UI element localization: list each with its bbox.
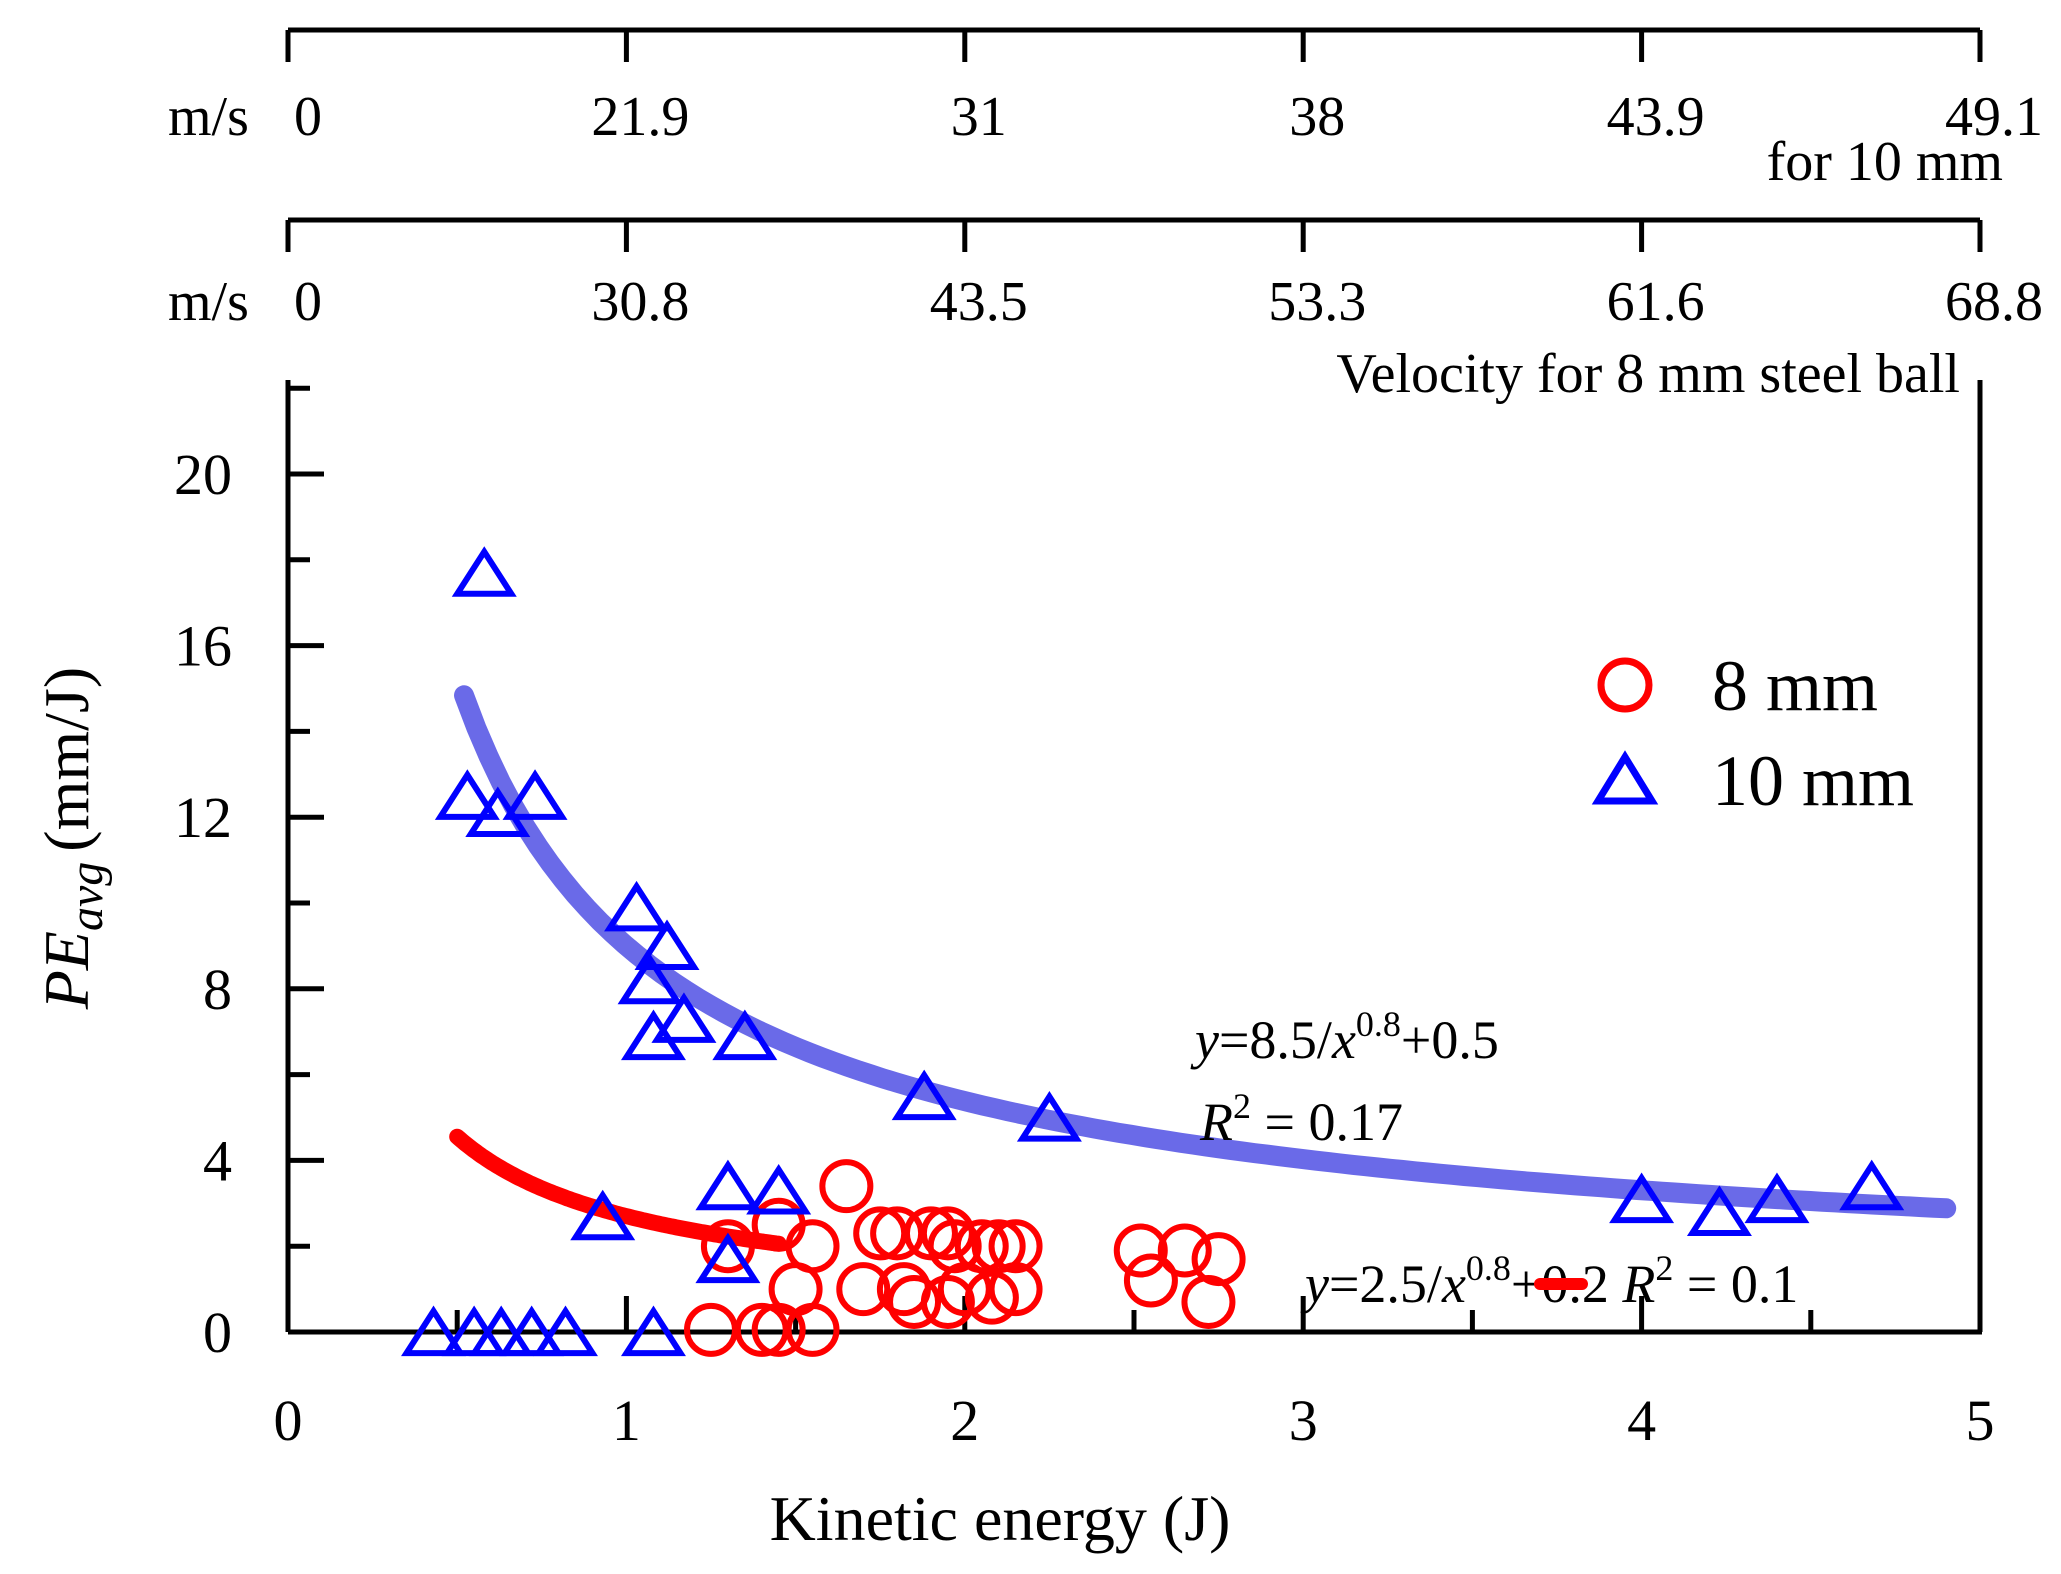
point-8mm xyxy=(700,1219,755,1274)
point-10mm xyxy=(712,1009,778,1061)
legend-triangle-icon xyxy=(1591,750,1659,805)
top-axis-8mm-ticks: 0 30.8 43.5 53.3 61.6 68.8 xyxy=(285,220,2043,333)
point-8mm xyxy=(988,1262,1043,1317)
point-10mm xyxy=(695,1159,761,1211)
top-axis-10mm-ticks: 0 21.9 31 38 43.9 49.1 xyxy=(285,30,2043,148)
data-points xyxy=(401,546,1905,1357)
point-8mm xyxy=(964,1270,1019,1325)
point-10mm xyxy=(1839,1159,1905,1211)
y-axis-ticks: 0 4 8 12 16 20 xyxy=(174,385,324,1365)
y-tick-label: 8 xyxy=(203,957,232,1022)
point-8mm xyxy=(988,1219,1043,1274)
point-8mm xyxy=(954,1219,1009,1274)
top-axis-10mm-unit: m/s xyxy=(168,86,249,148)
point-8mm xyxy=(1113,1223,1168,1278)
legend-label-8mm: 8 mm xyxy=(1712,646,1878,726)
point-10mm xyxy=(499,1305,565,1357)
top-axis-8mm-tick-label: 43.5 xyxy=(930,271,1028,333)
legend-label-10mm: 10 mm xyxy=(1712,741,1914,821)
point-10mm xyxy=(695,1232,761,1284)
point-10mm xyxy=(1609,1172,1675,1224)
fit-annotation-10mm: y=8.5/x0.8+0.5 R2 = 0.17 xyxy=(1190,1004,1499,1152)
point-8mm xyxy=(1181,1274,1236,1329)
point-8mm xyxy=(751,1302,806,1357)
point-10mm xyxy=(634,919,700,970)
top-axis-10mm-tick-label: 0 xyxy=(294,86,322,148)
fit-r2-10mm: R2 = 0.17 xyxy=(1199,1086,1403,1152)
y-tick-label: 0 xyxy=(203,1300,232,1365)
point-8mm xyxy=(785,1302,840,1357)
x-tick-label: 1 xyxy=(612,1388,641,1453)
point-10mm xyxy=(891,1069,957,1121)
x-tick-label: 5 xyxy=(1966,1388,1995,1453)
point-10mm xyxy=(620,1305,686,1357)
top-axis-10mm-tick-label: 38 xyxy=(1289,86,1345,148)
top-axis-8mm-tick-label: 61.6 xyxy=(1607,271,1705,333)
point-10mm xyxy=(1686,1185,1752,1236)
y-tick-label: 4 xyxy=(203,1128,232,1193)
point-10mm xyxy=(502,769,568,820)
point-10mm xyxy=(604,880,670,932)
top-axis-10mm: 0 21.9 31 38 43.9 49.1 m/s for 10 mm xyxy=(168,27,2043,193)
point-8mm xyxy=(887,1274,942,1329)
top-axis-10mm-tick-label: 43.9 xyxy=(1607,86,1705,148)
top-axis-8mm-tick-label: 68.8 xyxy=(1945,271,2043,333)
fit-eq-10mm: y=8.5/x0.8+0.5 xyxy=(1190,1004,1499,1070)
x-tick-label: 0 xyxy=(274,1388,303,1453)
point-10mm xyxy=(532,1305,598,1357)
point-10mm xyxy=(651,992,717,1043)
point-10mm xyxy=(746,1163,812,1215)
point-8mm xyxy=(836,1262,891,1317)
fit-annotation-8mm: y=2.5/x0.8+0.2 R2 = 0.1 xyxy=(1300,1248,1798,1314)
point-10mm xyxy=(1744,1172,1810,1224)
point-10mm xyxy=(620,1009,686,1061)
top-axis-8mm-caption: Velocity for 8 mm steel ball xyxy=(1336,343,1960,405)
top-axis-8mm-unit: m/s xyxy=(168,271,249,333)
y-tick-label: 16 xyxy=(174,614,232,679)
point-10mm xyxy=(451,546,517,597)
point-10mm xyxy=(401,1305,467,1357)
point-8mm xyxy=(819,1159,874,1214)
top-axis-10mm-tick-label: 49.1 xyxy=(1945,86,2043,148)
legend: 8 mm 10 mm xyxy=(1591,646,1914,821)
top-axis-10mm-tick-label: 21.9 xyxy=(591,86,689,148)
point-10mm xyxy=(617,953,683,1005)
y-tick-label: 12 xyxy=(174,785,232,850)
point-10mm xyxy=(434,769,500,820)
top-axis-8mm-tick-label: 30.8 xyxy=(591,271,689,333)
x-axis-title: Kinetic energy (J) xyxy=(770,1483,1231,1554)
legend-circle-icon xyxy=(1597,657,1653,713)
point-10mm xyxy=(1016,1091,1082,1142)
y-tick-label: 20 xyxy=(174,442,232,507)
top-axis-10mm-caption: for 10 mm xyxy=(1767,131,2003,193)
top-axis-10mm-tick-label: 31 xyxy=(951,86,1007,148)
top-axis-8mm-tick-label: 0 xyxy=(294,271,322,333)
y-axis-title: PEavg(mm/J) xyxy=(31,667,113,1010)
point-8mm xyxy=(1157,1223,1212,1278)
point-10mm xyxy=(570,1189,636,1241)
x-tick-label: 2 xyxy=(950,1388,979,1453)
x-axis-ticks: 0 1 2 3 4 5 xyxy=(274,1296,1995,1453)
top-axis-8mm: 0 30.8 43.5 53.3 61.6 68.8 m/s Velocity for 8… xyxy=(168,217,2043,405)
fit-curve-10mm xyxy=(454,685,1957,1219)
top-axis-8mm-tick-label: 53.3 xyxy=(1268,271,1366,333)
point-8mm xyxy=(1123,1253,1178,1308)
x-tick-label: 3 xyxy=(1289,1388,1318,1453)
fit-curve-8mm xyxy=(449,1128,787,1252)
fit-eq-8mm: y=2.5/x0.8+0.2 R2 = 0.1 xyxy=(1300,1248,1798,1314)
x-tick-label: 4 xyxy=(1627,1388,1656,1453)
point-8mm xyxy=(920,1274,975,1329)
